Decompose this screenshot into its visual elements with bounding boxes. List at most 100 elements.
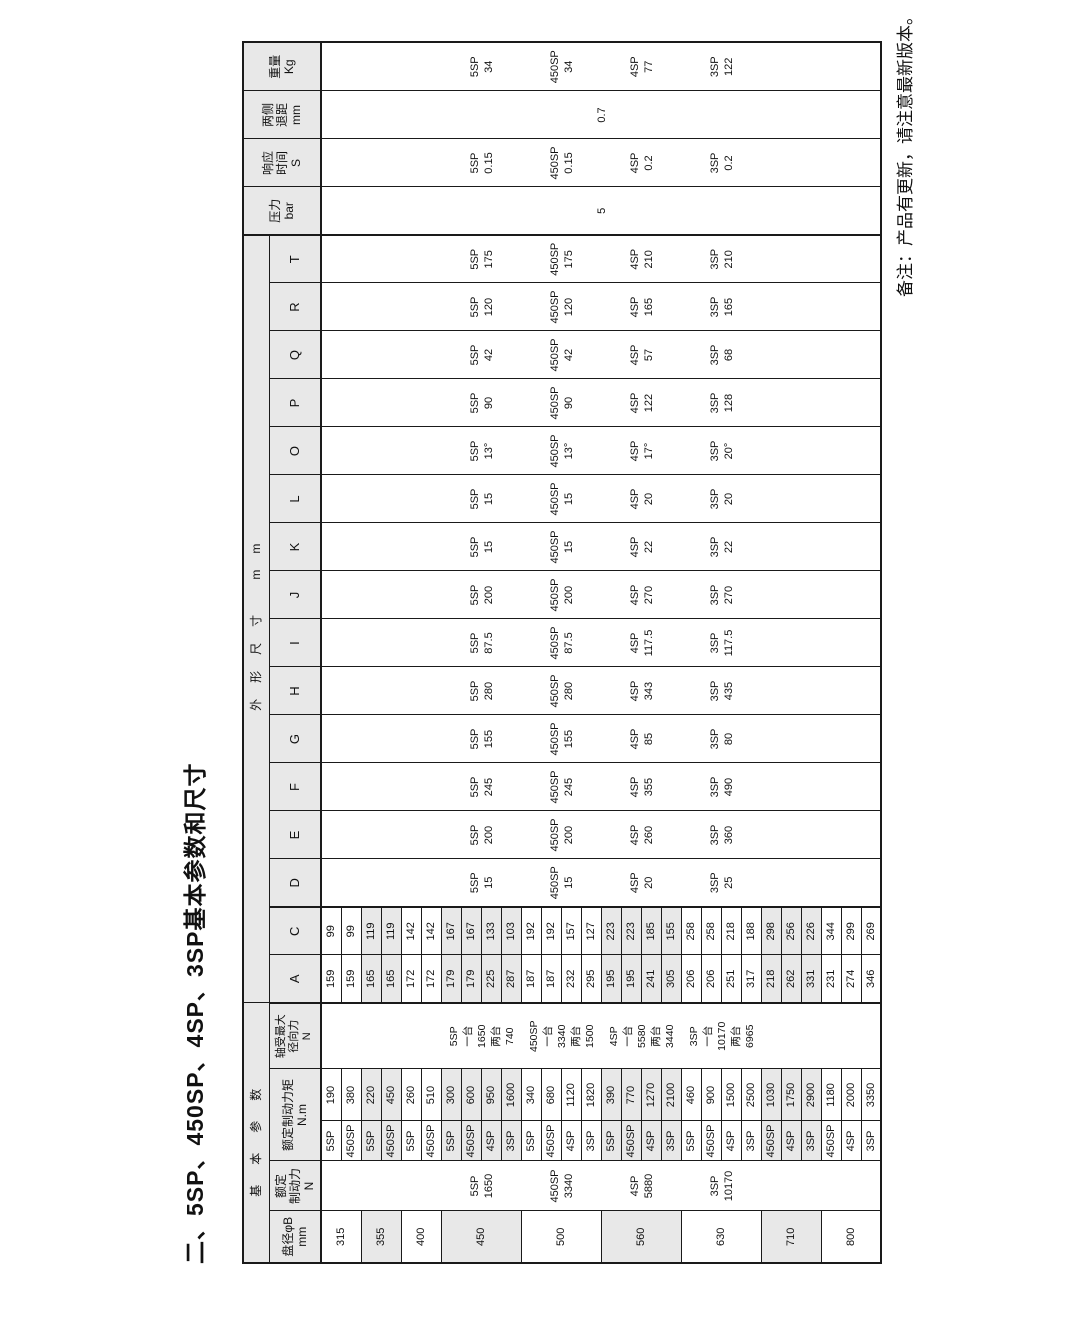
cell-A: 331 [801,955,821,1003]
col-pressure: 5 [321,187,881,235]
cell-torque: 2000 [841,1069,861,1121]
cell-diameter: 500 [521,1211,601,1263]
cell-A: 274 [841,955,861,1003]
spec-block: 4SP 一台 5580 两台 3440 [608,1024,676,1048]
header-axial-force: 轴受最大 径向力 N [269,1003,321,1069]
spec-block: 5SP 280 [469,680,495,702]
cell-diameter: 710 [761,1211,821,1263]
col-response: 5SP 0.15 450SP 0.15 4SP 0.2 3SP 0.2 [321,139,881,187]
cell-C: 142 [421,907,441,955]
cell-torque: 1030 [761,1069,781,1121]
cell-model: 5SP [321,1121,341,1161]
spec-block: 450SP 42 [549,338,575,372]
cell-A: 179 [461,955,481,1003]
spec-block: 4SP 260 [629,824,655,846]
spec-block: 450SP 200 [549,818,575,852]
header-clearance: 两侧 退距 mm [243,91,321,139]
header-dim-L: L [269,475,321,523]
col-axial-force: 5SP 一台 1650 两台 740 450SP 一台 3340 两台 1500 4SP 一台 5580… [321,1003,881,1069]
spec-block: 450SP 200 [549,578,575,612]
cell-diameter: 800 [821,1211,881,1263]
cell-torque: 1270 [641,1069,661,1121]
cell-diameter: 450 [441,1211,521,1263]
cell-model: 4SP [481,1121,501,1161]
cell-C: 223 [621,907,641,955]
spec-block: 3SP 165 [709,296,735,318]
spec-block: 3SP 435 [709,680,735,702]
cell-C: 269 [861,907,881,955]
spec-block: 3SP 20° [709,440,735,462]
header-dim-Q: Q [269,331,321,379]
spec-block: 4SP 270 [629,584,655,606]
cell-A: 218 [761,955,781,1003]
spec-block: 3SP 22 [709,536,735,558]
spec-block: 5SP 42 [469,344,495,366]
spec-block: 5SP 87.5 [469,632,495,654]
cell-torque: 900 [701,1069,721,1121]
spec-block: 3SP 122 [709,56,735,78]
cell-diameter: 355 [361,1211,401,1263]
spec-block: 0.7 [596,107,608,123]
cell-A: 187 [521,955,541,1003]
spec-block: 4SP 17° [629,440,655,462]
col-dim-L: 5SP 15 450SP 15 4SP 20 3SP 20 [321,475,881,523]
table-row: 315 5SP 1650 450SP 3340 4SP 5880 3SP 10170 5SP 190… [321,42,881,1263]
cell-C: 299 [841,907,861,955]
cell-C: 192 [541,907,561,955]
table-body: 315 5SP 1650 450SP 3340 4SP 5880 3SP 10170 5SP 190… [321,42,881,1263]
cell-diameter: 315 [321,1211,361,1263]
header-group-dims: 外形尺寸 mm [243,235,269,1003]
cell-model: 5SP [681,1121,701,1161]
header-torque: 额定制动力矩 N.m [269,1069,321,1161]
cell-torque: 1180 [821,1069,841,1121]
header-response-time: 响应 时间 S [243,139,321,187]
cell-A: 251 [721,955,741,1003]
cell-C: 167 [461,907,481,955]
cell-torque: 600 [461,1069,481,1121]
cell-C: 119 [361,907,381,955]
spec-block: 4SP 20 [629,488,655,510]
col-dim-J: 5SP 200 450SP 200 4SP 270 3SP 270 [321,571,881,619]
col-dim-R: 5SP 120 450SP 120 4SP 165 3SP 165 [321,283,881,331]
col-dim-I: 5SP 87.5 450SP 87.5 4SP 117.5 3SP 117.5 [321,619,881,667]
cell-torque: 1600 [501,1069,521,1121]
cell-C: 103 [501,907,521,955]
cell-C: 99 [341,907,361,955]
cell-torque: 2900 [801,1069,821,1121]
spec-block: 4SP 22 [629,536,655,558]
footnote: 备注：产品有更新，请注意最新版本。 [896,8,915,297]
cell-model: 5SP [401,1121,421,1161]
cell-diameter: 400 [401,1211,441,1263]
col-dim-E: 5SP 200 450SP 200 4SP 260 3SP 360 [321,811,881,859]
cell-torque: 380 [341,1069,361,1121]
cell-C: 344 [821,907,841,955]
cell-A: 187 [541,955,561,1003]
cell-model: 450SP [421,1121,441,1161]
spec-table: 基本参数 外形尺寸 mm 压力 bar 响应 时间 S 两侧 退距 mm 重量 Kg 盘径φB mm 额定制… [242,41,882,1264]
cell-torque: 390 [601,1069,621,1121]
header-dim-G: G [269,715,321,763]
cell-model: 4SP [781,1121,801,1161]
spec-block: 5SP 200 [469,584,495,606]
spec-block: 3SP 270 [709,584,735,606]
cell-C: 157 [561,907,581,955]
cell-torque: 680 [541,1069,561,1121]
spec-block: 450SP 15 [549,866,575,900]
cell-diameter: 630 [681,1211,761,1263]
spec-block: 3SP 25 [709,872,735,894]
header-group-basic: 基本参数 [243,1003,269,1263]
cell-A: 206 [681,955,701,1003]
spec-block: 450SP 280 [549,674,575,708]
cell-model: 450SP [821,1121,841,1161]
cell-A: 241 [641,955,661,1003]
header-dim-H: H [269,667,321,715]
cell-A: 195 [601,955,621,1003]
header-dim-P: P [269,379,321,427]
cell-torque: 220 [361,1069,381,1121]
cell-C: 223 [601,907,621,955]
spec-block: 5SP 34 [469,56,495,78]
spec-block: 450SP 155 [549,722,575,756]
cell-torque: 2100 [661,1069,681,1121]
cell-torque: 1120 [561,1069,581,1121]
